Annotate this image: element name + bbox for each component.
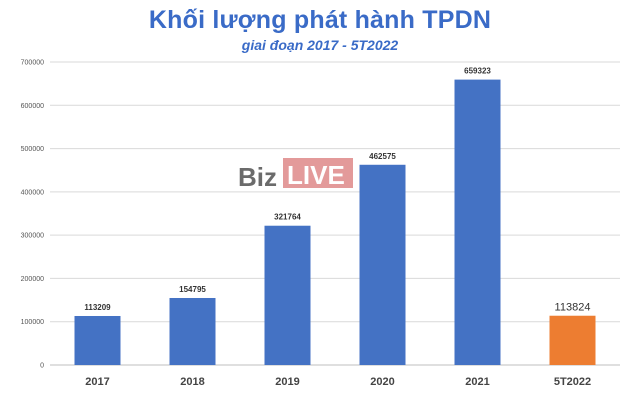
watermark-live-text: LIVE — [287, 160, 345, 190]
data-label-2021: 659323 — [464, 67, 491, 76]
bars — [74, 79, 596, 365]
watermark-live-box — [283, 158, 353, 188]
bar-2021 — [454, 79, 501, 365]
y-tick-label: 100000 — [21, 319, 44, 326]
bar-2019 — [264, 225, 311, 365]
y-tick-label: 700000 — [21, 60, 44, 67]
x-tick-label-2021: 2021 — [465, 376, 489, 388]
y-tick-label: 200000 — [21, 276, 44, 283]
bar-2018 — [169, 297, 216, 365]
x-axis-labels: 2017 2018 2019 2020 2021 5T2022 — [85, 376, 591, 388]
data-label-2017: 113209 — [84, 303, 111, 312]
y-tick-label: 600000 — [21, 103, 44, 110]
y-tick-label: 400000 — [21, 189, 44, 196]
chart-title: Khối lượng phát hành TPDN — [148, 6, 492, 34]
data-label-2019: 321764 — [274, 213, 301, 222]
x-tick-label-2018: 2018 — [180, 376, 204, 388]
y-tick-label: 300000 — [21, 233, 44, 240]
gridlines — [50, 61, 620, 366]
y-tick-label: 0 — [40, 363, 44, 370]
y-tick-label: 500000 — [21, 146, 44, 153]
data-label-2020: 462575 — [369, 152, 396, 161]
data-label-2018: 154795 — [179, 285, 206, 294]
chart-subtitle: giai đoạn 2017 - 5T2022 — [241, 37, 399, 53]
data-label-5T2022: 113824 — [555, 302, 591, 314]
x-tick-label-2020: 2020 — [370, 376, 394, 388]
bar-2020 — [359, 164, 406, 365]
bizlive-watermark: Biz LIVE — [238, 158, 353, 192]
x-tick-label-2019: 2019 — [275, 376, 299, 388]
watermark-biz-text: Biz — [238, 162, 277, 192]
bar-5T2022 — [549, 315, 596, 365]
x-tick-label-2017: 2017 — [85, 376, 109, 388]
data-labels: 113209 154795 321764 462575 659323 113824 — [84, 67, 590, 314]
x-tick-label-5T2022: 5T2022 — [554, 376, 591, 388]
bar-2017 — [74, 315, 121, 365]
y-axis-ticks: 0 100000 200000 300000 400000 500000 600000 700… — [21, 60, 44, 370]
